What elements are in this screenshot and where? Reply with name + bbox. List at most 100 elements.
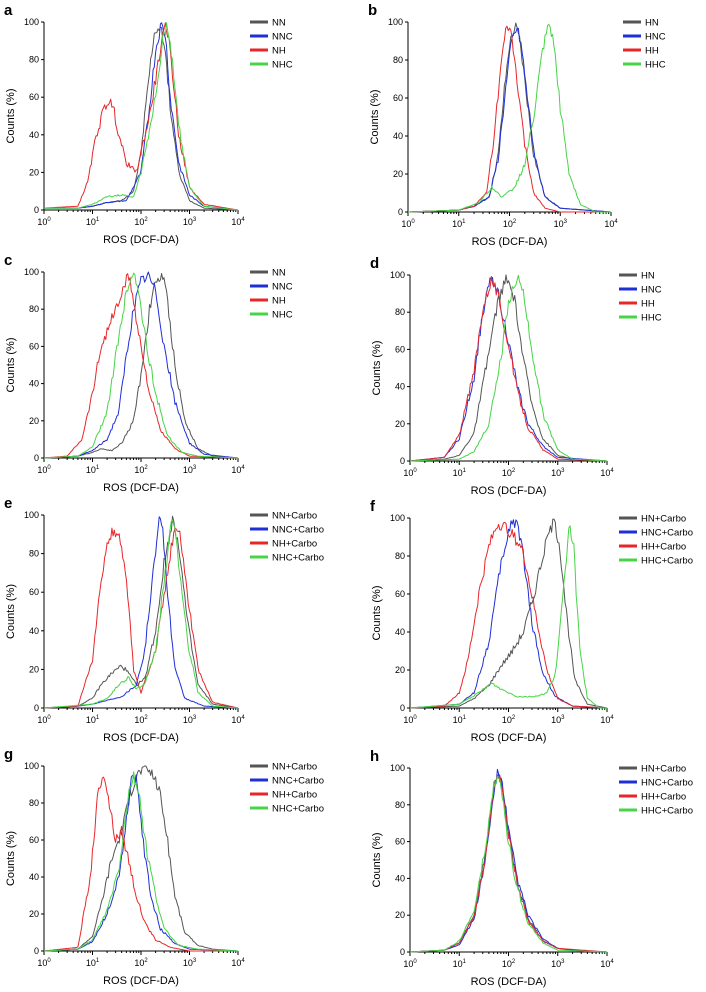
x-tick-label: 103: [183, 958, 197, 968]
series-nn-line: [43, 273, 239, 459]
legend-label: NH: [272, 46, 286, 57]
x-axis-title: ROS (DCF-DA): [103, 482, 179, 494]
panel-letter: g: [4, 746, 13, 763]
y-tick-label: 100: [24, 17, 39, 27]
x-tick-label: 104: [604, 219, 618, 229]
y-tick-label: 20: [395, 665, 405, 675]
legend-label: NNC: [272, 32, 293, 43]
x-axis-title: ROS (DCF-DA): [471, 976, 547, 988]
x-tick-label: 102: [134, 958, 148, 968]
x-axis-title: ROS (DCF-DA): [471, 485, 547, 497]
y-tick-label: 80: [29, 798, 39, 808]
x-tick-label: 101: [452, 219, 466, 229]
x-axis-title: ROS (DCF-DA): [471, 732, 547, 744]
legend-label: NHC: [272, 60, 293, 71]
x-tick-label: 101: [453, 468, 467, 478]
series-hhc-carbo-line: [409, 525, 607, 709]
panel-letter: d: [370, 255, 379, 272]
y-tick-label: 20: [395, 419, 405, 429]
x-tick-label: 100: [403, 715, 417, 725]
x-tick-label: 104: [600, 959, 614, 969]
legend-label: NN+Carbo: [272, 511, 317, 522]
y-tick-label: 0: [400, 947, 405, 957]
y-axis-title: Counts (%): [369, 89, 381, 144]
x-tick-label: 100: [37, 217, 51, 227]
y-tick-label: 40: [29, 379, 39, 389]
y-axis-title: Counts (%): [5, 337, 17, 392]
series-hhc-line: [410, 274, 608, 462]
legend-label: NN: [272, 18, 286, 29]
y-tick-label: 0: [400, 703, 405, 713]
y-tick-label: 60: [393, 93, 403, 103]
y-axis-title: Counts (%): [5, 831, 17, 886]
legend-label: HHC+Carbo: [641, 556, 693, 567]
panel-d: d 0 20 40 60 80 100 100 101 102 103 104 ROS (DCF-DA)…: [370, 255, 662, 497]
panel-h: h 0 20 40 60 80 100 100 101 102 103 104 ROS (DCF-DA)…: [370, 748, 693, 988]
panel-f: f 0 20 40 60 80 100 100 101 102 103 104 ROS (DCF-DA)…: [370, 498, 693, 744]
panel-g: g 0 20 40 60 80 100 100 101 102 103 104 ROS (DCF-DA)…: [4, 746, 324, 987]
x-tick-label: 102: [502, 715, 516, 725]
series-nhc-carbo-line: [43, 519, 239, 709]
y-tick-label: 60: [395, 837, 405, 847]
series-nhc-line: [44, 22, 239, 211]
legend-label: HN: [645, 18, 659, 29]
legend-label: HH+Carbo: [641, 542, 686, 553]
y-tick-label: 100: [24, 761, 39, 771]
legend-label: NNC+Carbo: [272, 525, 324, 536]
series-hhc-line: [408, 23, 611, 213]
series-nh-line: [43, 273, 238, 459]
x-tick-label: 101: [453, 715, 467, 725]
y-axis-title: Counts (%): [371, 585, 383, 640]
x-tick-label: 102: [134, 715, 148, 725]
x-tick-label: 101: [453, 959, 467, 969]
y-tick-label: 40: [395, 873, 405, 883]
series-nn-carbo-line: [43, 765, 239, 952]
x-tick-label: 104: [231, 465, 245, 475]
y-tick-label: 0: [34, 205, 39, 215]
y-tick-label: 80: [29, 549, 39, 559]
legend-label: NHC+Carbo: [272, 553, 324, 564]
y-tick-label: 40: [29, 130, 39, 140]
x-tick-label: 102: [502, 959, 516, 969]
y-axis-title: Counts (%): [371, 832, 383, 887]
y-tick-label: 100: [390, 270, 405, 280]
y-tick-label: 20: [29, 167, 39, 177]
y-tick-label: 40: [393, 131, 403, 141]
y-tick-label: 100: [388, 17, 403, 27]
y-tick-label: 40: [29, 626, 39, 636]
x-tick-label: 100: [403, 959, 417, 969]
x-tick-label: 101: [86, 217, 100, 227]
x-tick-label: 100: [37, 465, 51, 475]
y-tick-label: 40: [395, 382, 405, 392]
legend-label: HH: [645, 46, 659, 57]
series-hhc-carbo-line: [409, 775, 607, 953]
series-nh-line: [44, 22, 239, 211]
x-tick-label: 101: [86, 465, 100, 475]
legend-label: NH+Carbo: [272, 539, 317, 550]
y-tick-label: 20: [393, 169, 403, 179]
y-tick-label: 60: [29, 92, 39, 102]
x-tick-label: 102: [134, 465, 148, 475]
x-tick-label: 103: [183, 217, 197, 227]
legend-label: HH+Carbo: [641, 792, 686, 803]
x-tick-label: 100: [37, 958, 51, 968]
x-tick-label: 104: [231, 958, 245, 968]
series-hnc-carbo-line: [409, 768, 608, 953]
y-tick-label: 80: [29, 55, 39, 65]
series-hn-carbo-line: [409, 773, 608, 953]
y-tick-label: 100: [24, 510, 39, 520]
y-tick-label: 20: [395, 910, 405, 920]
y-tick-label: 60: [29, 341, 39, 351]
legend-label: NHC: [272, 310, 293, 321]
legend-label: HNC: [645, 32, 666, 43]
legend-label: NNC+Carbo: [272, 776, 324, 787]
legend-label: HN: [641, 271, 655, 282]
legend-label: HH: [641, 299, 655, 310]
x-tick-label: 104: [600, 715, 614, 725]
y-tick-label: 80: [395, 307, 405, 317]
x-tick-label: 103: [554, 219, 568, 229]
y-tick-label: 80: [395, 800, 405, 810]
legend-label: HHC: [645, 60, 666, 71]
legend-label: HNC+Carbo: [641, 778, 693, 789]
y-tick-label: 0: [400, 456, 405, 466]
